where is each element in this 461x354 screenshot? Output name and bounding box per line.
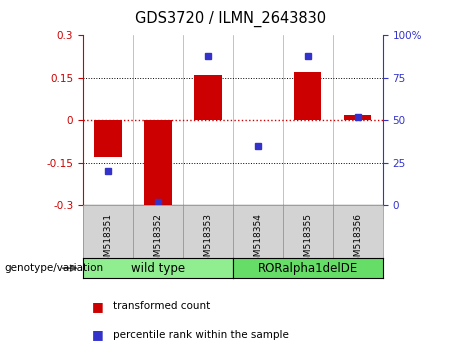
Bar — [294, 72, 321, 120]
Text: GSM518354: GSM518354 — [253, 213, 262, 268]
Text: RORalpha1delDE: RORalpha1delDE — [258, 262, 358, 275]
Text: transformed count: transformed count — [113, 301, 210, 311]
Text: GDS3720 / ILMN_2643830: GDS3720 / ILMN_2643830 — [135, 11, 326, 27]
Text: GSM518355: GSM518355 — [303, 213, 312, 268]
Text: ■: ■ — [92, 328, 108, 341]
Text: GSM518356: GSM518356 — [353, 213, 362, 268]
Bar — [344, 115, 372, 120]
Bar — [94, 120, 122, 157]
Text: wild type: wild type — [131, 262, 185, 275]
Text: genotype/variation: genotype/variation — [5, 263, 104, 273]
Text: ■: ■ — [92, 300, 108, 313]
Bar — [194, 75, 222, 120]
Text: GSM518353: GSM518353 — [203, 213, 213, 268]
Text: percentile rank within the sample: percentile rank within the sample — [113, 330, 289, 339]
Text: GSM518352: GSM518352 — [154, 213, 162, 268]
Bar — [144, 120, 171, 205]
Text: GSM518351: GSM518351 — [103, 213, 112, 268]
